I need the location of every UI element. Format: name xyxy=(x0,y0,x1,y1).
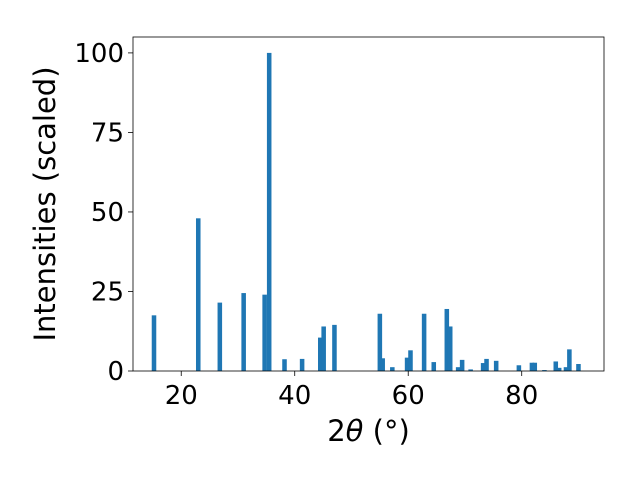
bar-24 xyxy=(484,358,489,371)
bar-21 xyxy=(459,359,465,371)
bar-1 xyxy=(195,218,201,371)
bar-12 xyxy=(380,358,385,371)
bar-19 xyxy=(447,326,453,371)
bar-32 xyxy=(563,367,569,371)
bar-18 xyxy=(444,308,450,371)
x-tick-label: 60 xyxy=(392,381,425,411)
y-tick-label: 50 xyxy=(91,198,124,228)
bar-3 xyxy=(241,293,246,371)
bar-13 xyxy=(390,367,395,371)
plot-frame xyxy=(132,36,605,372)
bar-0 xyxy=(151,315,157,371)
bar-2 xyxy=(217,302,223,371)
bar-14 xyxy=(404,357,410,371)
bar-16 xyxy=(421,313,427,371)
bar-26 xyxy=(516,365,522,371)
bar-15 xyxy=(408,350,413,371)
bar-7 xyxy=(299,358,305,371)
bar-5 xyxy=(266,52,272,372)
bar-31 xyxy=(556,367,562,371)
bar-4 xyxy=(262,294,267,371)
y-axis-ticks: 0 25 50 75 100 xyxy=(74,39,133,387)
x-axis-label: 2θ (°) xyxy=(327,414,410,448)
bar-29 xyxy=(542,370,547,371)
bar-20 xyxy=(455,367,461,371)
x-label-unit: (°) xyxy=(363,414,409,448)
bar-30 xyxy=(553,361,559,371)
y-tick-label: 100 xyxy=(74,39,124,69)
x-tick-label: 40 xyxy=(278,381,311,411)
y-tick-label: 0 xyxy=(107,357,124,387)
bar-28 xyxy=(532,362,538,371)
bar-25 xyxy=(493,360,499,371)
bar-22 xyxy=(468,369,473,371)
y-tick-label: 75 xyxy=(91,118,124,148)
bars-layer xyxy=(151,52,581,372)
x-tick-label: 20 xyxy=(165,381,198,411)
bar-9 xyxy=(321,326,326,371)
x-tick-label: 80 xyxy=(505,381,538,411)
y-axis-label: Intensities (scaled) xyxy=(28,66,62,341)
bar-27 xyxy=(529,362,535,371)
bar-34 xyxy=(576,364,581,371)
bar-6 xyxy=(282,359,287,371)
bar-8 xyxy=(318,337,323,371)
x-axis-ticks: 20 40 60 80 xyxy=(165,371,538,411)
bar-10 xyxy=(332,324,337,371)
bar-23 xyxy=(480,363,486,371)
y-tick-label: 25 xyxy=(91,277,124,307)
bar-33 xyxy=(567,349,572,371)
x-label-prefix: 2 xyxy=(327,414,345,448)
bar-11 xyxy=(377,313,383,371)
x-label-theta: θ xyxy=(346,414,364,448)
bar-17 xyxy=(431,362,437,371)
